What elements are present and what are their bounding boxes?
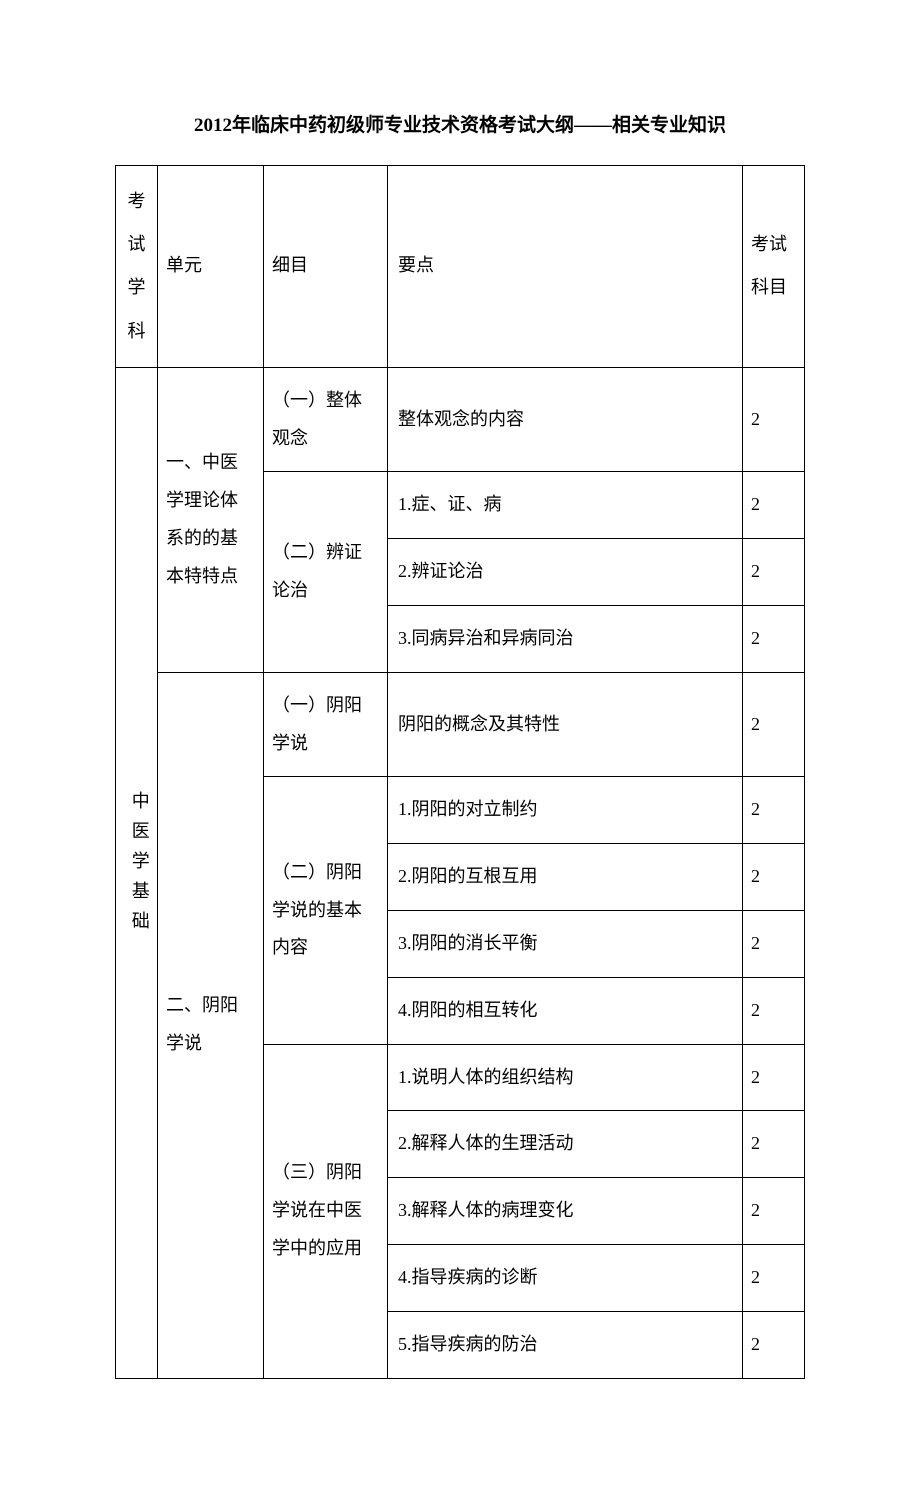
point-cell: 2.解释人体的生理活动	[388, 1111, 743, 1178]
exam-cell: 2	[743, 1311, 805, 1378]
exam-cell: 2	[743, 367, 805, 472]
point-cell: 整体观念的内容	[388, 367, 743, 472]
point-cell: 4.指导疾病的诊断	[388, 1244, 743, 1311]
syllabus-table: 考试学科 单元 细目 要点 考试科目 中医学基础 一、中医学理论体系的的基本特特…	[115, 165, 805, 1379]
header-subject: 考试学科	[116, 166, 158, 368]
exam-cell: 2	[743, 605, 805, 672]
header-exam: 考试科目	[743, 166, 805, 368]
point-cell: 5.指导疾病的防治	[388, 1311, 743, 1378]
exam-cell: 2	[743, 472, 805, 539]
exam-cell: 2	[743, 1244, 805, 1311]
exam-cell: 2	[743, 777, 805, 844]
point-cell: 3.阴阳的消长平衡	[388, 910, 743, 977]
exam-cell: 2	[743, 1178, 805, 1245]
exam-cell: 2	[743, 977, 805, 1044]
unit-cell: 一、中医学理论体系的的基本特特点	[158, 367, 264, 672]
header-detail: 细目	[264, 166, 388, 368]
exam-cell: 2	[743, 539, 805, 606]
detail-cell: （三）阴阳学说在中医学中的应用	[264, 1044, 388, 1378]
exam-cell: 2	[743, 910, 805, 977]
detail-cell: （二）阴阳学说的基本内容	[264, 777, 388, 1044]
detail-cell: （一）阴阳学说	[264, 672, 388, 777]
document-title: 2012年临床中药初级师专业技术资格考试大纲——相关专业知识	[115, 110, 805, 137]
point-cell: 4.阴阳的相互转化	[388, 977, 743, 1044]
point-cell: 阴阳的概念及其特性	[388, 672, 743, 777]
table-row: 中医学基础 一、中医学理论体系的的基本特特点 （一）整体观念 整体观念的内容 2	[116, 367, 805, 472]
point-cell: 1.说明人体的组织结构	[388, 1044, 743, 1111]
unit-cell: 二、阴阳学说	[158, 672, 264, 1378]
point-cell: 2.辨证论治	[388, 539, 743, 606]
exam-cell: 2	[743, 672, 805, 777]
exam-cell: 2	[743, 1044, 805, 1111]
table-header-row: 考试学科 单元 细目 要点 考试科目	[116, 166, 805, 368]
table-row: 二、阴阳学说 （一）阴阳学说 阴阳的概念及其特性 2	[116, 672, 805, 777]
point-cell: 1.症、证、病	[388, 472, 743, 539]
detail-cell: （一）整体观念	[264, 367, 388, 472]
subject-cell: 中医学基础	[116, 367, 158, 1378]
header-unit: 单元	[158, 166, 264, 368]
exam-cell: 2	[743, 844, 805, 911]
detail-cell: （二）辨证论治	[264, 472, 388, 672]
point-cell: 3.解释人体的病理变化	[388, 1178, 743, 1245]
point-cell: 2.阴阳的互根互用	[388, 844, 743, 911]
point-cell: 3.同病异治和异病同治	[388, 605, 743, 672]
point-cell: 1.阴阳的对立制约	[388, 777, 743, 844]
header-point: 要点	[388, 166, 743, 368]
exam-cell: 2	[743, 1111, 805, 1178]
